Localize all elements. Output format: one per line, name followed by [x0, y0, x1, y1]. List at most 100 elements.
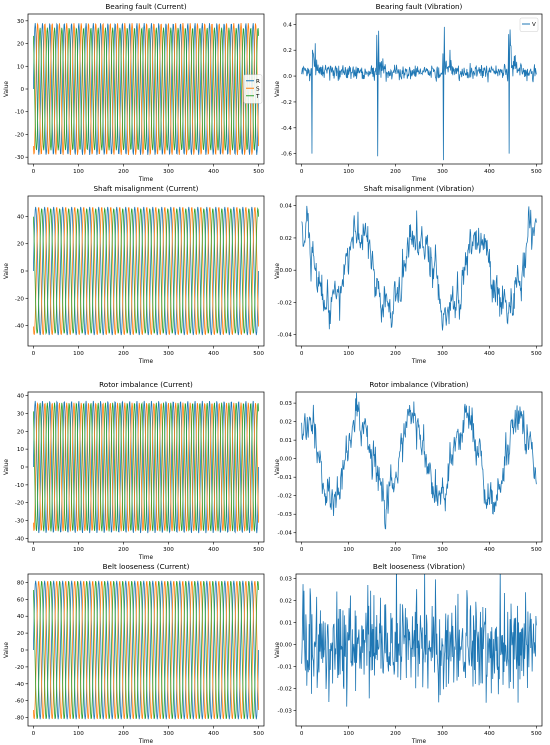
y-tick-label: -30 [15, 155, 25, 161]
panel-title: Bearing fault (Vibration) [376, 2, 463, 11]
y-tick-label: 10 [17, 447, 25, 453]
legend-label-R: R [256, 79, 260, 85]
x-tick-label: 300 [163, 547, 174, 553]
x-tick-label: 400 [208, 731, 219, 737]
y-tick-label: 30 [17, 411, 25, 417]
x-tick-label: 500 [531, 169, 542, 175]
y-tick-label: 0 [20, 648, 24, 654]
x-axis-label: Time [411, 555, 427, 561]
series-line-V [301, 205, 537, 331]
y-tick-label: -60 [15, 699, 25, 705]
y-tick-label: -40 [15, 324, 25, 330]
x-tick-label: 500 [253, 169, 264, 175]
x-tick-label: 0 [32, 547, 36, 553]
series-line-S [33, 580, 259, 720]
panel-title: Rotor imbalance (Vibration) [369, 380, 468, 389]
y-tick-label: -20 [15, 296, 25, 302]
y-tick-label: -30 [15, 519, 25, 525]
x-tick-label: 0 [32, 169, 36, 175]
x-tick-label: 300 [437, 351, 448, 357]
y-tick-label: -40 [15, 682, 25, 688]
y-tick-label: -0.6 [281, 152, 292, 158]
y-tick-label: -20 [15, 665, 25, 671]
x-tick-label: 0 [300, 547, 304, 553]
y-tick-label: 0.00 [280, 642, 293, 648]
panel-shaft-vibration: Shaft misalignment (Vibration) 0 100 200 300… [275, 184, 543, 365]
panel-title: Shaft misalignment (Current) [94, 184, 199, 193]
legend-label-V: V [532, 22, 536, 28]
y-tick-label: 0.01 [280, 438, 293, 444]
legend: RST [243, 74, 263, 104]
x-tick-label: 100 [73, 731, 84, 737]
y-tick-label: -10 [15, 110, 25, 116]
y-tick-label: 0.00 [280, 457, 293, 463]
x-tick-label: 400 [208, 547, 219, 553]
y-tick-label: -0.2 [281, 100, 292, 106]
x-tick-label: 100 [73, 169, 84, 175]
panel-title: Rotor imbalance (Current) [99, 380, 193, 389]
y-axis-label: Value [4, 459, 10, 475]
series-line-T [33, 207, 259, 335]
x-tick-label: 400 [484, 169, 495, 175]
y-tick-label: 0 [20, 269, 24, 275]
y-tick-label: -0.04 [278, 531, 293, 537]
y-tick-label: -0.02 [278, 494, 292, 500]
y-tick-label: 0.0 [283, 74, 292, 80]
y-tick-label: 40 [17, 614, 25, 620]
x-tick-label: 200 [118, 351, 129, 357]
series-line-V [301, 574, 537, 707]
series-line-S [33, 22, 259, 156]
x-tick-label: 0 [300, 351, 304, 357]
x-tick-label: 500 [253, 731, 264, 737]
x-tick-label: 200 [390, 547, 401, 553]
panel-bearing-vibration: Bearing fault (Vibration) 0 100 200 300 400 50… [275, 2, 543, 183]
y-tick-label: -0.01 [278, 475, 293, 481]
panel-belt-current: Belt looseness (Current)0 100 200 300 400 500… [4, 562, 264, 745]
y-tick-label: 0.03 [280, 401, 293, 407]
x-tick-label: 400 [484, 547, 495, 553]
y-tick-label: 20 [17, 42, 25, 48]
y-tick-label: 40 [17, 394, 25, 400]
series-line-R [33, 22, 259, 156]
y-tick-label: 20 [17, 429, 25, 435]
x-tick-label: 500 [531, 351, 542, 357]
y-tick-label: -80 [15, 716, 25, 722]
axes-frame [295, 573, 543, 727]
y-axis-label: Value [275, 642, 281, 658]
y-tick-label: -10 [15, 483, 25, 489]
legend-label-S: S [256, 86, 260, 92]
y-tick-label: 80 [17, 580, 25, 586]
y-tick-label: -0.03 [278, 512, 293, 518]
y-tick-label: 0.02 [280, 598, 292, 604]
x-tick-label: 0 [32, 351, 36, 357]
x-axis-label: Time [411, 359, 427, 365]
panel-title: Belt looseness (Current) [103, 562, 190, 571]
y-tick-label: -20 [15, 501, 25, 507]
y-tick-label: 40 [17, 214, 25, 220]
x-tick-label: 300 [437, 547, 448, 553]
x-tick-label: 200 [118, 731, 129, 737]
y-axis-label: Value [275, 459, 281, 475]
legend-box [519, 17, 539, 32]
axes-frame [295, 195, 543, 347]
y-tick-label: -0.03 [278, 709, 293, 715]
series-line-R [33, 580, 259, 720]
y-tick-label: 0.02 [280, 420, 292, 426]
legend-label-T: T [255, 94, 260, 100]
x-axis-label: Time [138, 555, 154, 561]
x-tick-label: 100 [343, 731, 354, 737]
x-tick-label: 0 [32, 731, 36, 737]
x-tick-label: 500 [531, 731, 542, 737]
y-tick-label: 20 [17, 242, 25, 248]
y-tick-label: -0.02 [278, 300, 292, 306]
x-axis-label: Time [138, 177, 154, 183]
series-line-R [33, 206, 259, 336]
y-tick-label: 0.00 [280, 268, 293, 274]
panel-title: Belt looseness (Vibration) [373, 562, 465, 571]
x-tick-label: 100 [73, 547, 84, 553]
x-tick-label: 200 [390, 731, 401, 737]
y-tick-label: 60 [17, 597, 25, 603]
x-tick-label: 200 [118, 169, 129, 175]
x-tick-label: 0 [300, 731, 304, 737]
